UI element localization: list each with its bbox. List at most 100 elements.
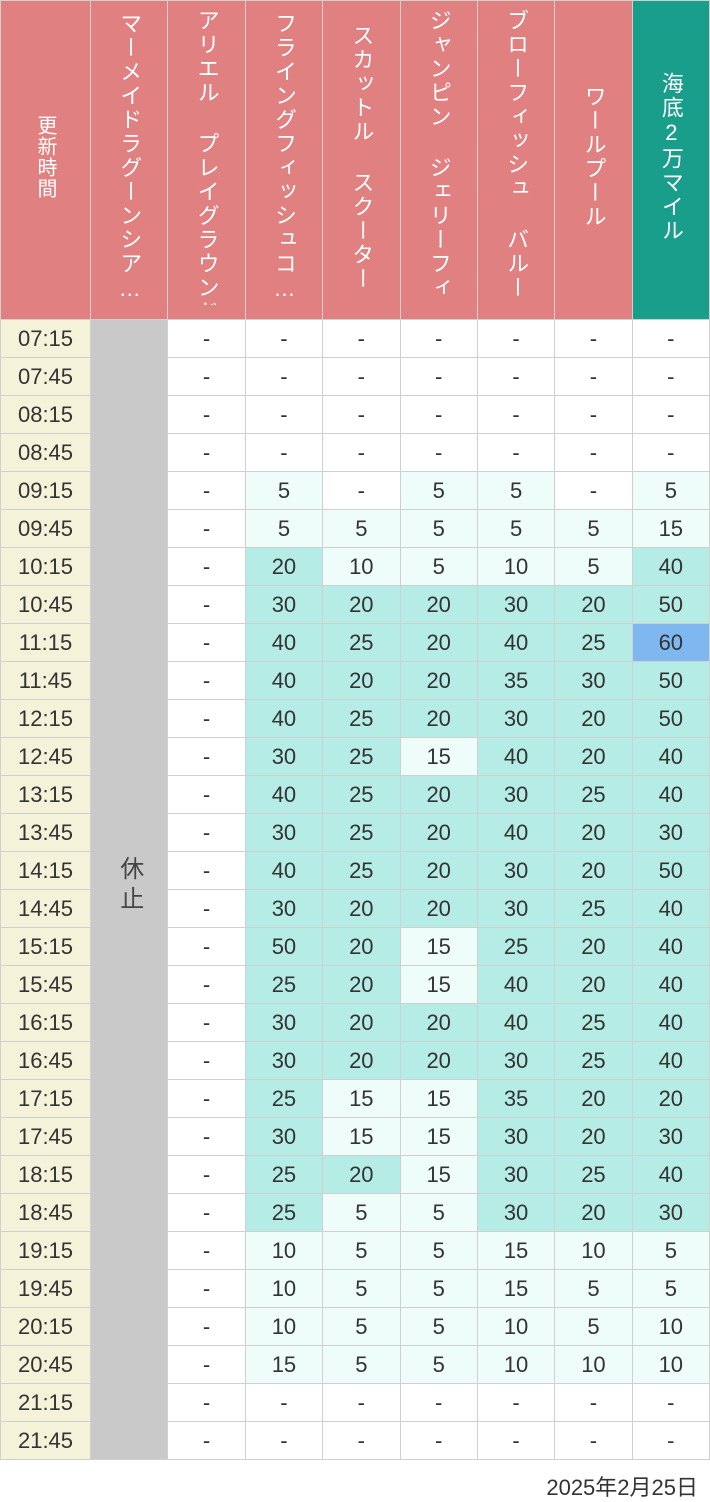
wait-cell: 40 [245, 624, 322, 662]
time-cell: 18:45 [1, 1194, 91, 1232]
wait-cell: 20 [555, 852, 632, 890]
wait-cell: - [245, 434, 322, 472]
table-body: 07:15休止-------07:45-------08:15-------08… [1, 320, 710, 1460]
wait-cell: 15 [323, 1080, 400, 1118]
wait-cell: - [168, 814, 245, 852]
wait-cell: 5 [555, 510, 632, 548]
wait-cell: 50 [632, 852, 709, 890]
wait-cell: 20 [555, 738, 632, 776]
column-header-c5: ジャンピン ジェリーフィ… [400, 1, 477, 320]
wait-cell: 5 [555, 1308, 632, 1346]
wait-cell: 40 [632, 1004, 709, 1042]
time-cell: 20:15 [1, 1308, 91, 1346]
wait-cell: 5 [323, 1232, 400, 1270]
wait-cell: 20 [323, 928, 400, 966]
wait-cell: 5 [323, 510, 400, 548]
time-cell: 21:45 [1, 1422, 91, 1460]
wait-cell: - [400, 358, 477, 396]
wait-cell: 25 [245, 1080, 322, 1118]
wait-cell: 25 [323, 852, 400, 890]
wait-cell: - [168, 1042, 245, 1080]
wait-cell: - [477, 1384, 554, 1422]
wait-cell: - [168, 776, 245, 814]
wait-cell: - [168, 1422, 245, 1460]
wait-cell: 50 [245, 928, 322, 966]
wait-cell: 30 [245, 738, 322, 776]
column-header-c1: マーメイドラグーンシア… [91, 1, 168, 320]
wait-cell: 10 [477, 548, 554, 586]
time-cell: 19:15 [1, 1232, 91, 1270]
wait-cell: 15 [400, 966, 477, 1004]
wait-cell: - [555, 358, 632, 396]
column-header-c2: アリエル プレイグラウンド [168, 1, 245, 320]
wait-cell: 25 [555, 1004, 632, 1042]
wait-cell: 5 [323, 1270, 400, 1308]
wait-cell: 40 [245, 776, 322, 814]
wait-cell: 30 [477, 586, 554, 624]
wait-cell: 30 [477, 1156, 554, 1194]
wait-cell: 30 [632, 1118, 709, 1156]
wait-cell: - [632, 396, 709, 434]
wait-cell: - [632, 434, 709, 472]
table-header: 更新時間マーメイドラグーンシア…アリエル プレイグラウンドフライングフィッシュコ… [1, 1, 710, 320]
time-cell: 21:15 [1, 1384, 91, 1422]
wait-cell: - [168, 966, 245, 1004]
wait-cell: - [477, 396, 554, 434]
wait-cell: 40 [632, 1156, 709, 1194]
wait-cell: 15 [245, 1346, 322, 1384]
wait-cell: 20 [323, 1042, 400, 1080]
wait-cell: - [632, 358, 709, 396]
wait-cell: - [168, 1118, 245, 1156]
wait-cell: - [245, 1422, 322, 1460]
wait-cell: - [168, 1156, 245, 1194]
column-header-c7: ワールプール [555, 1, 632, 320]
wait-cell: 25 [245, 1156, 322, 1194]
wait-cell: - [168, 548, 245, 586]
wait-cell: 30 [477, 1194, 554, 1232]
time-cell: 10:15 [1, 548, 91, 586]
wait-cell: - [323, 320, 400, 358]
wait-cell: - [168, 624, 245, 662]
wait-cell: 40 [477, 624, 554, 662]
wait-cell: - [477, 1422, 554, 1460]
wait-cell: 20 [632, 1080, 709, 1118]
wait-cell: - [168, 586, 245, 624]
wait-cell: 20 [323, 662, 400, 700]
wait-cell: - [555, 1384, 632, 1422]
wait-cell: 15 [477, 1270, 554, 1308]
wait-cell: 25 [323, 624, 400, 662]
time-cell: 12:45 [1, 738, 91, 776]
wait-cell: 50 [632, 662, 709, 700]
time-cell: 08:15 [1, 396, 91, 434]
wait-cell: 5 [245, 472, 322, 510]
time-cell: 11:45 [1, 662, 91, 700]
wait-cell: 20 [555, 586, 632, 624]
wait-cell: 25 [555, 776, 632, 814]
wait-cell: - [632, 1384, 709, 1422]
wait-cell: 15 [400, 1080, 477, 1118]
wait-cell: 30 [477, 890, 554, 928]
wait-cell: - [555, 434, 632, 472]
wait-cell: 15 [632, 510, 709, 548]
wait-cell: 30 [555, 662, 632, 700]
wait-cell: 40 [632, 776, 709, 814]
closed-label: 休止 [112, 856, 147, 916]
wait-cell: - [168, 1270, 245, 1308]
wait-cell: 40 [632, 890, 709, 928]
wait-cell: 15 [400, 1156, 477, 1194]
wait-cell: 5 [323, 1308, 400, 1346]
wait-time-table: 更新時間マーメイドラグーンシア…アリエル プレイグラウンドフライングフィッシュコ… [0, 0, 710, 1460]
wait-cell: 5 [555, 548, 632, 586]
wait-cell: 40 [632, 966, 709, 1004]
wait-cell: 40 [477, 1004, 554, 1042]
wait-cell: 20 [555, 1118, 632, 1156]
wait-cell: 10 [245, 1232, 322, 1270]
wait-cell: 30 [245, 890, 322, 928]
column-header-c3: フライングフィッシュコ… [245, 1, 322, 320]
wait-cell: 20 [555, 966, 632, 1004]
wait-cell: 5 [400, 1232, 477, 1270]
wait-cell: - [245, 358, 322, 396]
wait-cell: 15 [477, 1232, 554, 1270]
wait-cell: 15 [323, 1118, 400, 1156]
time-cell: 09:45 [1, 510, 91, 548]
